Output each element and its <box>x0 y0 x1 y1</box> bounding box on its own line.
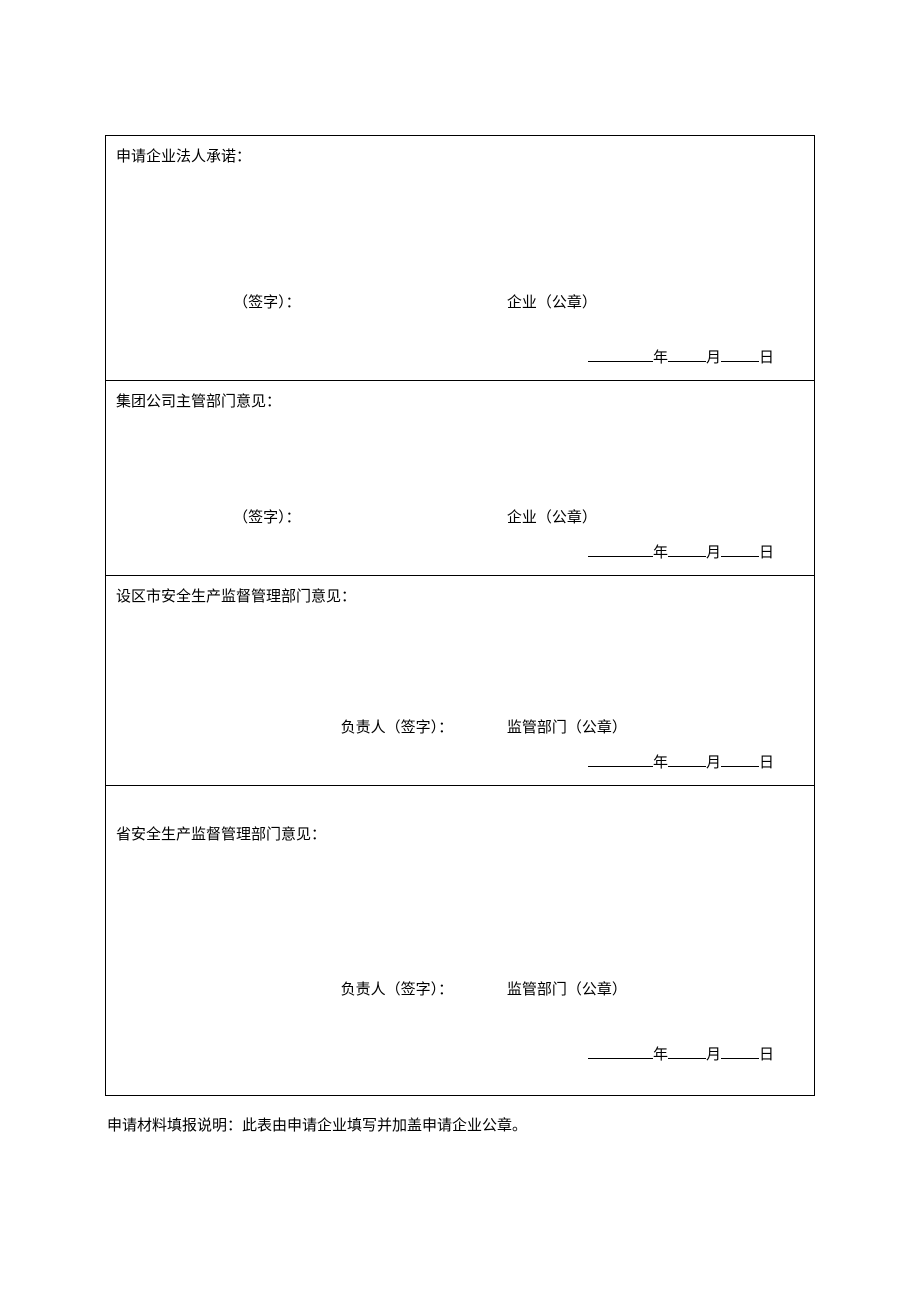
month-blank-1[interactable] <box>668 347 706 362</box>
section-province-opinion: 省安全生产监督管理部门意见： 负责人（签字）： 监管部门（公章） 年 月 日 <box>106 786 815 1096</box>
signature-label-2: （签字）： <box>233 510 301 526</box>
seal-label-4: 监管部门（公章） <box>507 982 627 998</box>
year-label-3: 年 <box>653 755 668 771</box>
signature-label-4: 负责人（签字）： <box>341 982 454 998</box>
year-blank-1[interactable] <box>588 347 653 362</box>
seal-label-1: 企业（公章） <box>507 295 597 311</box>
date-row-2: 年月日 <box>116 540 804 567</box>
month-label-3: 月 <box>706 755 721 771</box>
section-group-opinion: 集团公司主管部门意见： （签字）： 企业（公章） 年 月 日 <box>106 381 815 576</box>
section-city-opinion: 设区市安全生产监督管理部门意见： 负责人（签字）： 监管部门（公章） 年 月 日 <box>106 576 815 786</box>
year-label-4: 年 <box>653 1047 668 1063</box>
month-blank-3[interactable] <box>668 752 706 767</box>
year-blank-2[interactable] <box>588 542 653 557</box>
date-row-3: 年月日 <box>116 750 804 777</box>
month-blank-2[interactable] <box>668 542 706 557</box>
month-blank-4[interactable] <box>668 1044 706 1059</box>
day-label-4: 日 <box>759 1047 774 1063</box>
year-blank-3[interactable] <box>588 752 653 767</box>
section-title-4: 省安全生产监督管理部门意见： <box>116 822 804 849</box>
section-title-2: 集团公司主管部门意见： <box>116 389 804 416</box>
year-blank-4[interactable] <box>588 1044 653 1059</box>
month-label-4: 月 <box>706 1047 721 1063</box>
year-label-1: 年 <box>653 350 668 366</box>
day-blank-3[interactable] <box>721 752 759 767</box>
day-blank-1[interactable] <box>721 347 759 362</box>
signature-label-1: （签字）： <box>233 295 301 311</box>
day-blank-2[interactable] <box>721 542 759 557</box>
day-label-3: 日 <box>759 755 774 771</box>
section-title-3: 设区市安全生产监督管理部门意见： <box>116 584 804 611</box>
footer-note: 申请材料填报说明：此表由申请企业填写并加盖申请企业公章。 <box>105 1114 815 1135</box>
section-title-1: 申请企业法人承诺： <box>116 144 804 171</box>
month-label-1: 月 <box>706 350 721 366</box>
approval-form-table: 申请企业法人承诺： （签字）： 企业（公章） 年月日 集团公司主管部门意见： （… <box>105 135 815 1096</box>
year-label-2: 年 <box>653 545 668 561</box>
signature-label-3: 负责人（签字）： <box>341 720 454 736</box>
day-label-2: 日 <box>759 545 774 561</box>
date-row-1: 年月日 <box>116 345 804 372</box>
section-applicant-commitment: 申请企业法人承诺： （签字）： 企业（公章） 年 月 日 <box>106 136 815 381</box>
date-row-4: 年月日 <box>116 1042 804 1069</box>
seal-label-2: 企业（公章） <box>507 510 597 526</box>
day-label-1: 日 <box>759 350 774 366</box>
day-blank-4[interactable] <box>721 1044 759 1059</box>
seal-label-3: 监管部门（公章） <box>507 720 627 736</box>
month-label-2: 月 <box>706 545 721 561</box>
